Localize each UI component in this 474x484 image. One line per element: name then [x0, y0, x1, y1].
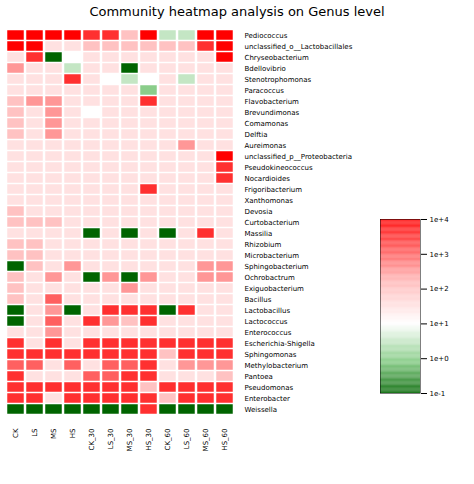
html-text:Community heatmap analysis on: Community heatmap analysis on Genus leve… — [89, 4, 385, 19]
svg-text:CK: CK — [12, 428, 20, 438]
svg-text:Pantoea: Pantoea — [245, 373, 273, 381]
svg-text:Lactobacillus: Lactobacillus — [245, 307, 291, 315]
svg-text:Bacillus: Bacillus — [245, 296, 272, 304]
svg-text:Microbacterium: Microbacterium — [245, 252, 300, 260]
svg-text:Exiguobacterium: Exiguobacterium — [245, 285, 305, 293]
svg-text:Enterococcus: Enterococcus — [245, 329, 292, 337]
svg-text:Xanthomonas: Xanthomonas — [245, 197, 294, 205]
svg-text:Escherichia-Shigella: Escherichia-Shigella — [245, 340, 315, 348]
svg-text:CK_60: CK_60 — [164, 429, 172, 451]
svg-text:1e+1: 1e+1 — [430, 320, 449, 328]
svg-text:1e+0: 1e+0 — [430, 355, 449, 363]
svg-text:Rhizobium: Rhizobium — [245, 241, 282, 249]
svg-text:Frigoribacterium: Frigoribacterium — [245, 186, 303, 194]
svg-text:HS: HS — [69, 428, 77, 438]
svg-text:Sphingomonas: Sphingomonas — [245, 351, 297, 359]
svg-text:HS_60: HS_60 — [221, 429, 229, 451]
svg-text:LS_60: LS_60 — [183, 429, 191, 450]
svg-text:unclassified_p__Proteobacteria: unclassified_p__Proteobacteria — [245, 153, 352, 161]
svg-text:unclassified_o__Lactobacillale: unclassified_o__Lactobacillales — [245, 43, 353, 51]
svg-text:1e-1: 1e-1 — [430, 390, 446, 398]
svg-text:LS_30: LS_30 — [107, 429, 115, 450]
svg-text:Nocardioides: Nocardioides — [245, 175, 291, 183]
svg-text:Sphingobacterium: Sphingobacterium — [245, 263, 309, 271]
svg-text:Devosia: Devosia — [245, 208, 273, 216]
svg-text:Aureimonas: Aureimonas — [245, 142, 287, 150]
svg-text:MS_60: MS_60 — [202, 429, 210, 452]
svg-text:MS: MS — [50, 428, 58, 439]
svg-text:Flavobacterium: Flavobacterium — [245, 98, 300, 106]
svg-text:Lactococcus: Lactococcus — [245, 318, 288, 326]
svg-text:CK_30: CK_30 — [88, 429, 96, 451]
svg-text:HS_30: HS_30 — [145, 429, 153, 451]
svg-text:Pediococcus: Pediococcus — [245, 32, 288, 40]
svg-text:1e+2: 1e+2 — [430, 285, 449, 293]
svg-text:Enterobacter: Enterobacter — [245, 395, 291, 403]
svg-text:MS_30: MS_30 — [126, 429, 134, 452]
svg-text:Delftia: Delftia — [245, 131, 268, 139]
svg-text:Stenotrophomonas: Stenotrophomonas — [245, 76, 312, 84]
svg-text:Chryseobacterium: Chryseobacterium — [245, 54, 309, 62]
svg-text:Pseudomonas: Pseudomonas — [245, 384, 294, 392]
svg-text:Brevundimonas: Brevundimonas — [245, 109, 300, 117]
svg-text:1e+3: 1e+3 — [430, 251, 449, 259]
svg-text:LS: LS — [31, 428, 39, 437]
svg-text:Curtobacterium: Curtobacterium — [245, 219, 300, 227]
svg-text:Paracoccus: Paracoccus — [245, 87, 285, 95]
svg-text:Bdellovibrio: Bdellovibrio — [245, 65, 286, 73]
svg-text:Comamonas: Comamonas — [245, 120, 289, 128]
svg-text:Weissella: Weissella — [245, 406, 278, 414]
svg-text:Ochrobactrum: Ochrobactrum — [245, 274, 295, 282]
svg-text:Pseudokineococcus: Pseudokineococcus — [245, 164, 314, 172]
svg-text:1e+4: 1e+4 — [430, 216, 450, 224]
svg-text:Massilia: Massilia — [245, 230, 273, 238]
svg-text:Methylobacterium: Methylobacterium — [245, 362, 309, 370]
